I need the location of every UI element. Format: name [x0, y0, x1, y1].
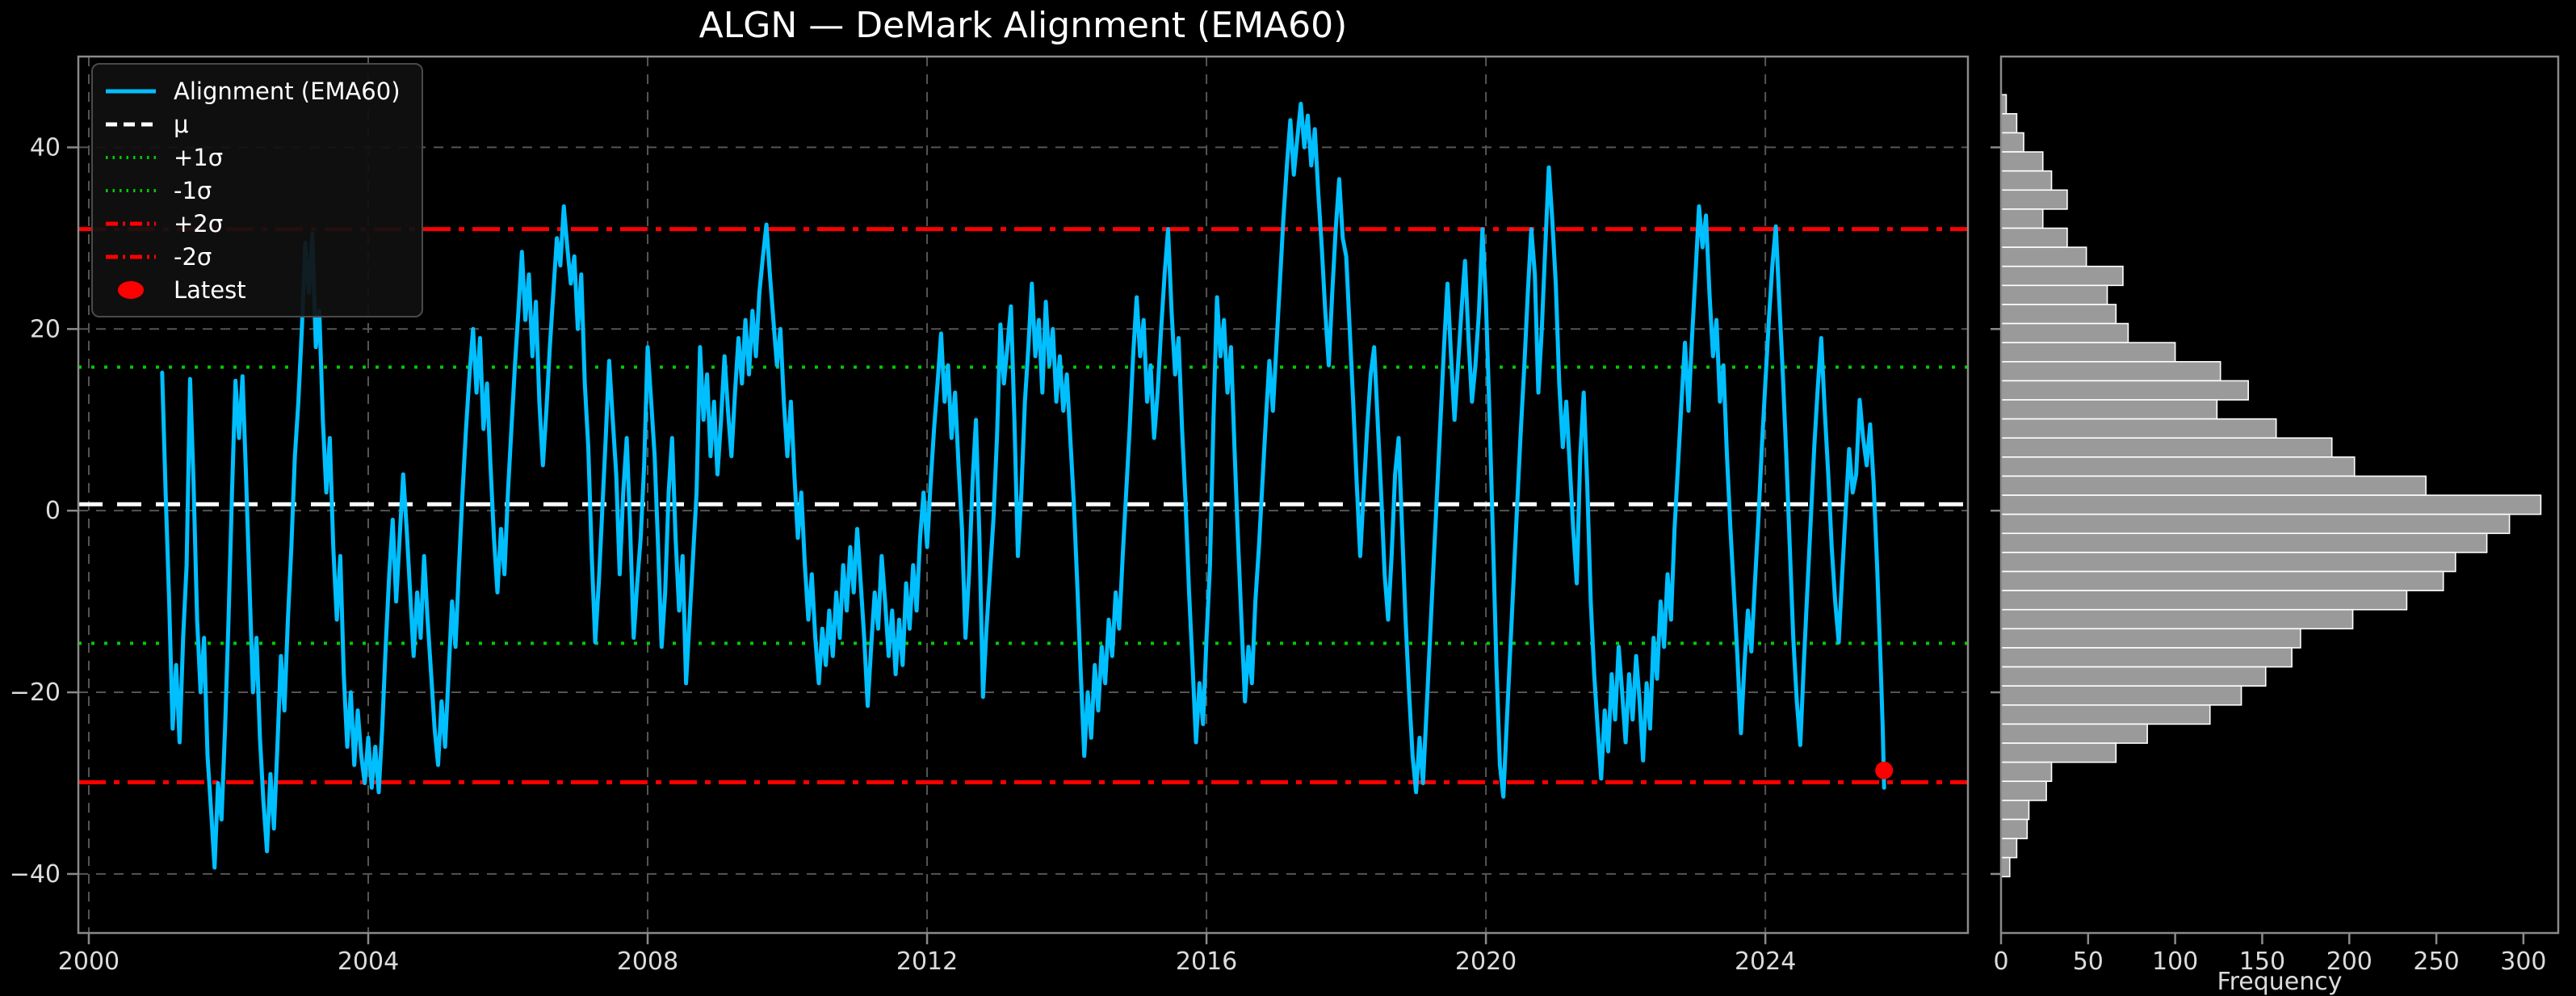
- hist-bar-23: [2000, 532, 2488, 553]
- legend-label: +1σ: [174, 143, 224, 171]
- histogram-xlabel: Frequency: [2217, 968, 2343, 996]
- hist-bar-24: [2000, 552, 2456, 573]
- hist-bar-21: [2000, 494, 2542, 515]
- y-tick-label: −40: [10, 860, 61, 889]
- x-tick-label: 2024: [1735, 948, 1796, 976]
- hist-bar-34: [2000, 742, 2117, 763]
- hist-bar-25: [2000, 570, 2444, 591]
- hist-bar-17: [2000, 418, 2277, 439]
- legend-item-1: μ: [104, 107, 401, 141]
- y-tick-label: 20: [30, 315, 61, 343]
- y-tick-label: 0: [45, 497, 61, 525]
- chart-title: ALGN — DeMark Alignment (EMA60): [699, 5, 1348, 46]
- hist-bar-18: [2000, 437, 2333, 458]
- hist-bar-38: [2000, 818, 2028, 839]
- hist-bar-3: [2000, 151, 2044, 172]
- hist-bar-26: [2000, 590, 2408, 611]
- hist-bar-30: [2000, 666, 2267, 687]
- legend-line-swatch: [106, 221, 156, 225]
- hist-bar-31: [2000, 685, 2242, 706]
- hist-bar-1: [2000, 113, 2018, 134]
- x-tick-label: 2016: [1176, 948, 1237, 976]
- hist-x-tick-label: 100: [2152, 948, 2198, 976]
- hist-bar-28: [2000, 628, 2301, 649]
- hist-bar-20: [2000, 475, 2427, 496]
- x-tick-label: 2000: [58, 948, 120, 976]
- legend-line-swatch: [106, 155, 156, 159]
- hist-axes-frame: [1999, 55, 2560, 935]
- legend-line-swatch: [106, 254, 156, 258]
- hist-bar-14: [2000, 360, 2221, 382]
- legend-line-swatch: [106, 188, 156, 192]
- hist-x-tick-label: 200: [2326, 948, 2373, 976]
- hist-bar-35: [2000, 761, 2053, 783]
- hist-bar-36: [2000, 780, 2047, 801]
- hist-x-tick-label: 150: [2239, 948, 2285, 976]
- hist-bar-6: [2000, 208, 2044, 229]
- x-tick-label: 2020: [1455, 948, 1517, 976]
- hist-bar-13: [2000, 342, 2176, 363]
- hist-x-tick-label: 300: [2500, 948, 2546, 976]
- legend-item-5: -2σ: [104, 240, 401, 273]
- legend-label: +2σ: [174, 209, 224, 237]
- hist-bar-8: [2000, 246, 2087, 267]
- hist-bar-33: [2000, 723, 2148, 744]
- y-tick-label: 40: [30, 133, 61, 162]
- legend-item-2: +1σ: [104, 141, 401, 174]
- legend: Alignment (EMA60) μ +1σ -1σ +2σ -2σ Latest: [91, 63, 423, 317]
- x-tick-label: 2008: [617, 948, 678, 976]
- hist-x-tick-label: 250: [2413, 948, 2459, 976]
- legend-line-swatch: [106, 122, 156, 126]
- hist-bar-29: [2000, 647, 2293, 668]
- hist-bar-11: [2000, 304, 2117, 325]
- y-tick-label: −20: [10, 679, 61, 707]
- hist-bar-5: [2000, 189, 2068, 210]
- legend-label: -1σ: [174, 176, 212, 204]
- alignment-series-line: [160, 102, 1886, 870]
- hist-bar-40: [2000, 856, 2011, 878]
- hist-bar-22: [2000, 513, 2511, 535]
- legend-item-3: -1σ: [104, 174, 401, 207]
- legend-label: Alignment (EMA60): [174, 77, 401, 105]
- legend-dot-swatch: [118, 280, 144, 299]
- hist-bar-37: [2000, 800, 2030, 821]
- legend-label: -2σ: [174, 242, 212, 271]
- x-tick-label: 2012: [896, 948, 958, 976]
- main-axes-frame: [77, 55, 1970, 935]
- hist-bar-39: [2000, 838, 2018, 859]
- hist-bar-4: [2000, 170, 2053, 191]
- legend-item-6: Latest: [104, 273, 401, 306]
- x-tick-label: 2004: [338, 948, 399, 976]
- hist-x-tick-label: 50: [2073, 948, 2104, 976]
- legend-label: μ: [174, 110, 189, 138]
- hist-bar-32: [2000, 704, 2211, 725]
- hist-bar-27: [2000, 608, 2354, 630]
- latest-marker: [1875, 761, 1894, 780]
- legend-label: Latest: [174, 275, 246, 304]
- hist-bar-19: [2000, 456, 2356, 477]
- hist-bar-15: [2000, 380, 2249, 401]
- hist-bar-2: [2000, 132, 2024, 153]
- hist-bar-16: [2000, 399, 2218, 420]
- hist-bar-7: [2000, 227, 2068, 248]
- legend-line-swatch: [106, 89, 156, 93]
- hist-x-tick-label: 0: [1993, 948, 2008, 976]
- legend-item-4: +2σ: [104, 207, 401, 240]
- hist-bar-12: [2000, 322, 2129, 343]
- hist-bar-10: [2000, 284, 2108, 305]
- hist-bar-9: [2000, 265, 2124, 287]
- legend-item-0: Alignment (EMA60): [104, 74, 401, 107]
